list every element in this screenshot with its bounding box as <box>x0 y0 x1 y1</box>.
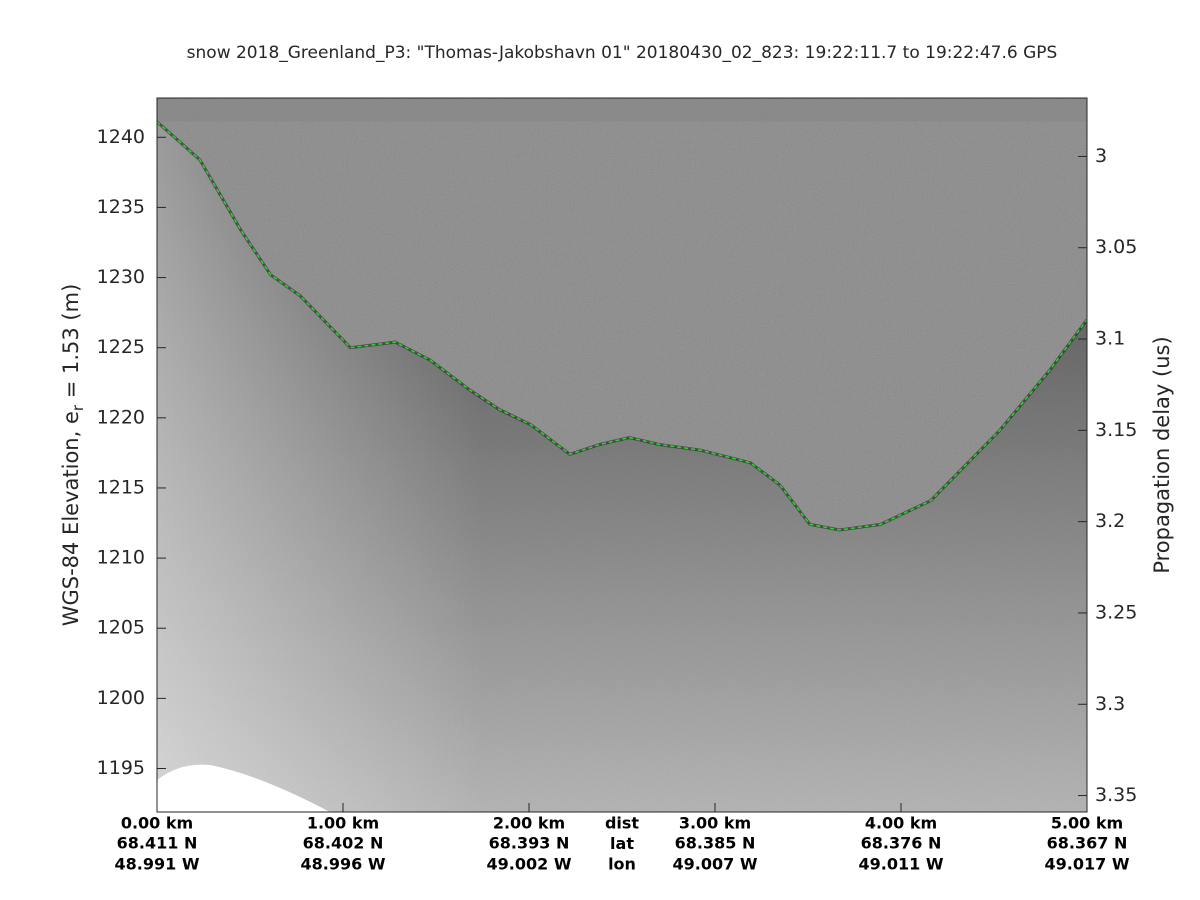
y-axis-label: WGS-84 Elevation, er = 1.53 (m) <box>59 284 87 627</box>
x-tick-lat: 68.402 N <box>303 834 384 853</box>
y-label-sub: r <box>69 404 87 411</box>
x-tick-label: 5.00 km <box>1051 814 1123 833</box>
y2-tick-label: 3.3 <box>1095 693 1125 715</box>
subsurface-fade <box>157 121 1087 812</box>
no-data-region <box>157 764 330 812</box>
x-tick-lat: 68.411 N <box>117 834 198 853</box>
y2-axis-label: Propagation delay (us) <box>1150 336 1174 573</box>
y-tick-label: 1195 <box>97 757 145 779</box>
y-tick-label: 1205 <box>97 617 145 639</box>
x-tick-lat: 68.393 N <box>489 834 570 853</box>
chart-title: snow 2018_Greenland_P3: "Thomas-Jakobsha… <box>187 43 1058 63</box>
y-tick-label: 1210 <box>97 547 145 569</box>
x-tick-label: 2.00 km <box>493 814 565 833</box>
x-tick-lat: 68.385 N <box>675 834 756 853</box>
y-tick-label: 1235 <box>97 196 145 218</box>
x-tick-lon: 48.996 W <box>301 855 386 874</box>
y-label-rest: = 1.53 (m) <box>59 284 83 405</box>
x-tick-lat: 68.367 N <box>1047 834 1128 853</box>
y-label-main: WGS-84 Elevation, e <box>59 411 83 626</box>
x-tick-label: 3.00 km <box>679 814 751 833</box>
x-row-label: dist <box>605 814 639 833</box>
x-row-label: lat <box>610 834 634 853</box>
y2-tick-label: 3.25 <box>1095 601 1137 623</box>
x-tick-lon: 49.017 W <box>1045 855 1130 874</box>
y2-tick-label: 3.2 <box>1095 510 1125 532</box>
y-tick-label: 1240 <box>97 126 145 148</box>
x-tick-label: 1.00 km <box>307 814 379 833</box>
x-tick-lon: 48.991 W <box>115 855 200 874</box>
y-tick-label: 1200 <box>97 687 145 709</box>
y2-tick-label: 3.15 <box>1095 419 1137 441</box>
x-row-label: lon <box>608 855 636 874</box>
x-tick-lon: 49.002 W <box>487 855 572 874</box>
y2-tick-label: 3.35 <box>1095 784 1137 806</box>
x-tick-label: 4.00 km <box>865 814 937 833</box>
surface-line <box>157 121 1087 531</box>
x-tick-label: 0.00 km <box>121 814 193 833</box>
y-tick-label: 1230 <box>97 266 145 288</box>
x-tick-lon: 49.011 W <box>859 855 944 874</box>
y2-tick-label: 3 <box>1095 145 1107 167</box>
echogram-image <box>157 98 1087 812</box>
y-tick-label: 1225 <box>97 336 145 358</box>
y-tick-label: 1215 <box>97 476 145 498</box>
y-tick-label: 1220 <box>97 406 145 428</box>
x-tick-lon: 49.007 W <box>673 855 758 874</box>
y2-tick-label: 3.1 <box>1095 328 1125 350</box>
y2-tick-label: 3.05 <box>1095 236 1137 258</box>
plot-frame <box>156 97 1088 813</box>
x-tick-lat: 68.376 N <box>861 834 942 853</box>
